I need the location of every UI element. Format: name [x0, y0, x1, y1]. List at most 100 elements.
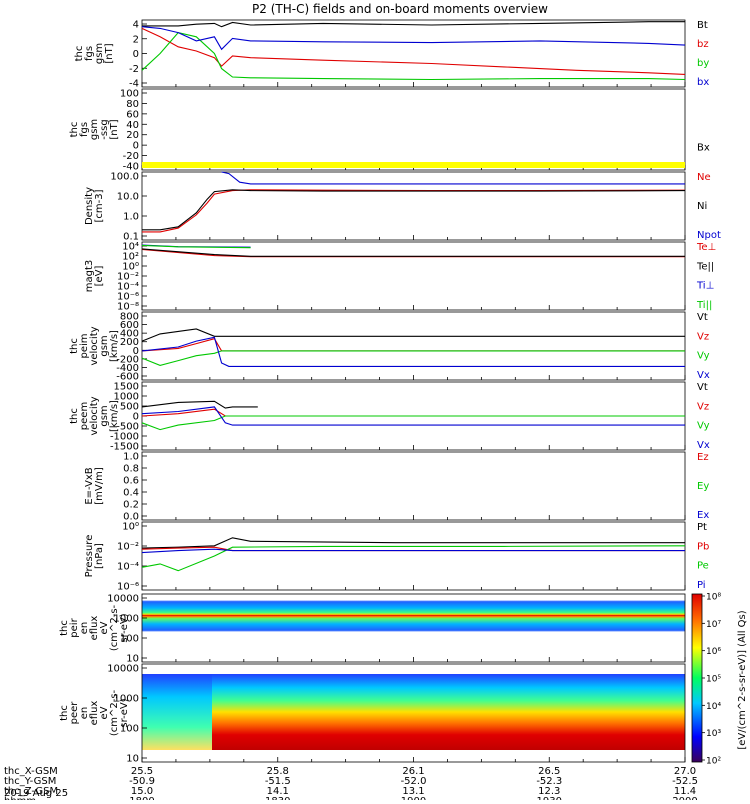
y-tick-label: 400	[120, 329, 139, 340]
legend-fgs: Bt	[697, 20, 708, 31]
colorbar-tick-label: 10⁷	[706, 620, 721, 630]
legend-peem: Vz	[697, 401, 709, 412]
y-tick-label: 0	[133, 141, 139, 152]
series-pressure-Pt	[141, 537, 685, 549]
x-row-value: 12.3	[538, 786, 560, 797]
x-row-value: -50.9	[129, 776, 155, 787]
figure-title: P2 (TH-C) fields and on-board moments ov…	[252, 2, 548, 16]
y-tick-label: 800	[120, 312, 139, 323]
y-tick-label: 2	[133, 34, 139, 45]
y-tick-label: 1000	[114, 694, 139, 705]
y-axis-label: fgs	[79, 122, 90, 137]
series-fgs-bx	[141, 26, 686, 51]
y-tick-label: -600	[116, 372, 139, 383]
legend-pressure: Pt	[697, 522, 707, 533]
legend-peem: Vt	[697, 382, 708, 393]
y-axis-label: [nPa]	[94, 543, 105, 569]
y-tick-label: -1000	[110, 432, 139, 443]
colorbar-label: [eV/(cm^2-s-sr-eV)] (All Qs)	[737, 610, 748, 749]
y-axis-label: thc	[59, 705, 70, 721]
y-axis-label: peir	[69, 617, 80, 637]
y-axis-label: eV	[99, 621, 110, 634]
y-axis-label: [nT]	[104, 43, 115, 63]
legend-pressure: Pe	[697, 561, 709, 572]
y-axis-label: peem	[79, 402, 90, 430]
y-tick-label: 100	[120, 634, 139, 645]
series-temp-Te	[141, 248, 685, 258]
x-row-value: -52.5	[672, 776, 698, 787]
y-axis-label: velocity	[89, 396, 100, 435]
y-tick-label: 100	[120, 724, 139, 735]
y-axis-label: thc	[69, 408, 80, 424]
y-tick-label: 10000	[107, 594, 139, 605]
panel-frame	[141, 311, 686, 381]
y-tick-label: -400	[116, 363, 139, 374]
y-tick-label: 60	[126, 109, 139, 120]
y-axis-label: peer	[69, 701, 80, 725]
series-peim-Vy	[141, 350, 685, 366]
y-axis-label: eflux	[89, 701, 100, 726]
legend-peim: Vy	[697, 351, 710, 362]
series-peim-Vz	[141, 338, 685, 352]
x-row-value: 13.1	[402, 786, 424, 797]
y-tick-label: 0	[133, 346, 139, 357]
quality-flag-bar	[142, 162, 685, 168]
y-tick-label: 100	[120, 89, 139, 100]
legend-pressure: Pi	[697, 580, 706, 591]
series-fgs-bz	[141, 27, 686, 75]
legend-efield: Ey	[697, 481, 709, 492]
y-axis-label: en	[79, 707, 90, 720]
y-axis-label: (cm^2-s-	[109, 604, 120, 651]
legend-pressure: Pb	[697, 541, 709, 552]
series-peim-Vt	[141, 328, 685, 342]
x-row-value: 1800	[129, 796, 154, 800]
x-row-value: -52.3	[536, 776, 562, 787]
legend-density: Npot	[697, 230, 721, 241]
colorbar-tick-label: 10³	[706, 729, 721, 739]
y-axis-label: eflux	[89, 616, 100, 641]
panel-frame	[141, 241, 686, 311]
y-axis-label: [eV]	[94, 266, 105, 287]
colorbar: 10⁸ 10⁷ 10⁶ 10⁵ 10⁴ 10³ 10² [eV/(cm^2-s-sr-eV)…	[691, 593, 748, 767]
x-row-value: 15.0	[131, 786, 153, 797]
series-fgs-by	[141, 31, 686, 81]
y-tick-label: 0.0	[123, 512, 139, 523]
series-peim-Vx	[141, 336, 685, 367]
y-tick-label: 0	[133, 412, 139, 423]
y-tick-label: -500	[116, 422, 139, 433]
panel-frame	[141, 521, 686, 591]
y-tick-label: 10⁻⁶	[117, 582, 139, 593]
panel-fgs: 4 2 0 -2 -4 thc fgs gsm [nT] Bt bz by bx	[74, 20, 709, 90]
colorbar-tick-label: 10⁸	[706, 593, 721, 603]
y-axis-label: en	[79, 622, 90, 635]
legend-fgs: bx	[697, 77, 709, 88]
y-axis-label: magt3	[84, 260, 95, 293]
panel-frame	[141, 451, 686, 521]
x-row-value: 1900	[401, 796, 426, 800]
y-tick-label: 20	[126, 130, 139, 141]
y-tick-label: 0.1	[123, 232, 139, 243]
y-tick-label: 10⁰	[122, 262, 139, 273]
y-tick-label: -20	[123, 151, 139, 162]
panel-peer_spec: 10000 1000 100 10 thc peer en eflux eV (cm^2-s-sr…	[59, 664, 686, 765]
y-axis-label: sr-eV)	[119, 698, 130, 727]
y-tick-label: 1.0	[123, 452, 139, 463]
y-tick-label: 1.0	[123, 212, 139, 223]
x-row-value: -51.5	[265, 776, 291, 787]
legend-peem: Vy	[697, 421, 710, 432]
y-tick-label: 40	[126, 120, 139, 131]
y-tick-label: 10	[126, 754, 139, 765]
series-density-Ne	[142, 189, 686, 233]
y-tick-label: 10000	[107, 664, 139, 675]
legend-fgs: bz	[697, 39, 709, 50]
x-row-value: 26.5	[538, 766, 560, 777]
y-tick-label: 1000	[114, 614, 139, 625]
y-tick-label: 4	[133, 20, 139, 31]
y-axis-label: Density	[84, 187, 95, 225]
panel-frame	[141, 171, 686, 241]
series-peem-Vz	[141, 408, 685, 417]
y-tick-label: 10⁻²	[117, 542, 139, 553]
